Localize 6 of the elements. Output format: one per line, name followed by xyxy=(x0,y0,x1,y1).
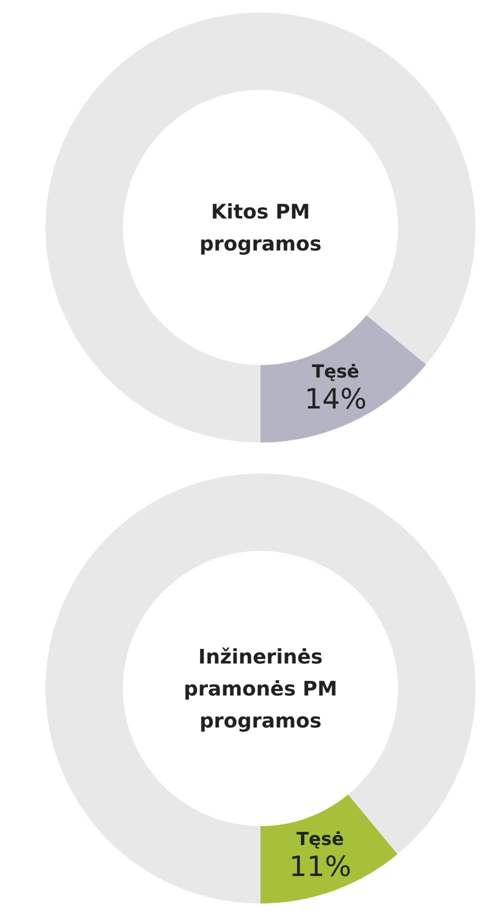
text: Kitos PM programos xyxy=(199,200,322,256)
slice-label: Tęsė xyxy=(312,362,360,383)
text: Inžinerinės pramonės PM programos xyxy=(184,644,338,732)
slice-label: Tęsė xyxy=(296,829,344,850)
data-label: 14% xyxy=(304,382,367,416)
data-label: 11% xyxy=(289,850,352,884)
